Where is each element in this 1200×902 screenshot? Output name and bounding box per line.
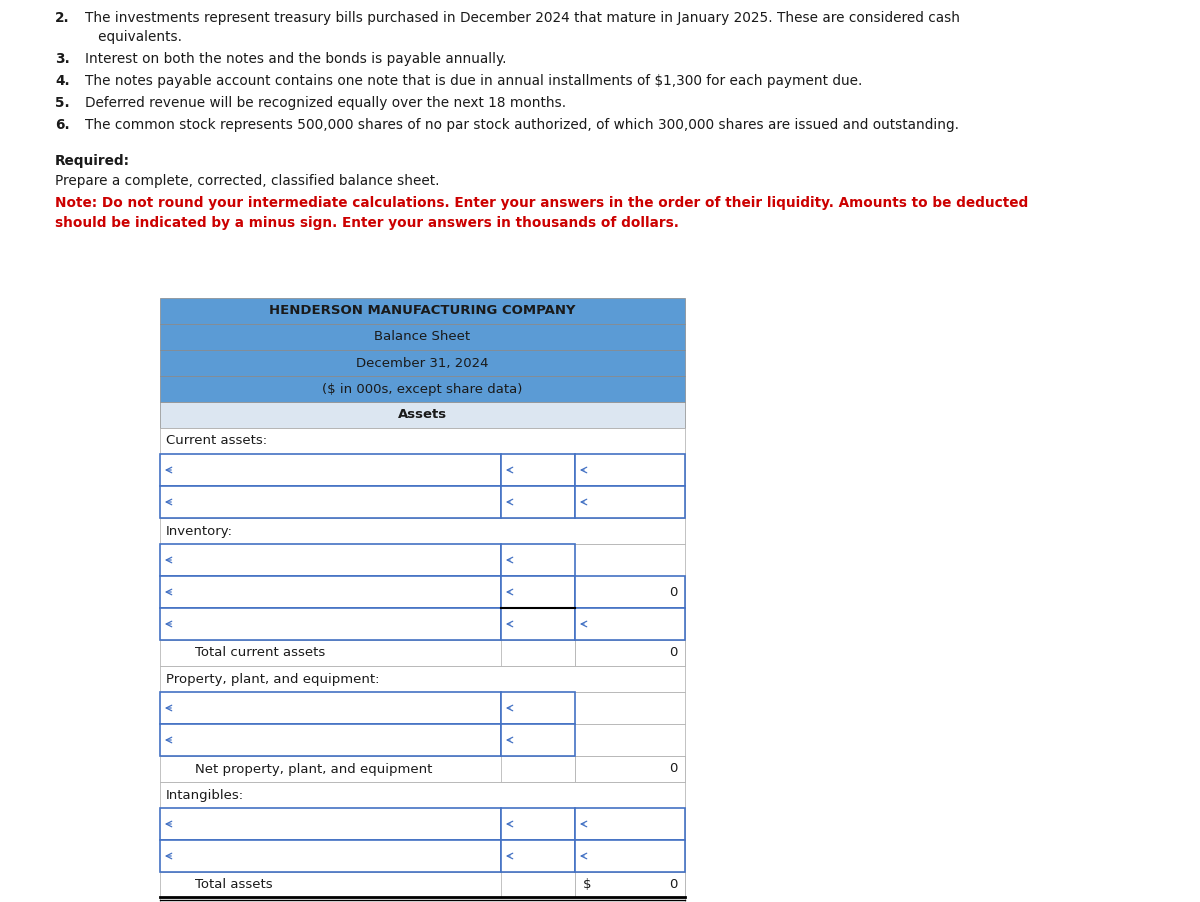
Text: equivalents.: equivalents. bbox=[85, 30, 182, 44]
Bar bbox=[160, 808, 685, 840]
Bar bbox=[160, 692, 685, 724]
Text: The common stock represents 500,000 shares of no par stock authorized, of which : The common stock represents 500,000 shar… bbox=[85, 118, 959, 132]
Bar bbox=[160, 808, 502, 840]
Bar bbox=[575, 486, 685, 518]
Text: $: $ bbox=[583, 879, 592, 891]
Bar bbox=[160, 692, 502, 724]
Text: 2.: 2. bbox=[55, 11, 70, 25]
Bar bbox=[502, 608, 575, 640]
Bar bbox=[160, 898, 685, 902]
Text: Prepare a complete, corrected, classified balance sheet.: Prepare a complete, corrected, classifie… bbox=[55, 174, 439, 188]
Bar bbox=[575, 872, 685, 898]
Text: Property, plant, and equipment:: Property, plant, and equipment: bbox=[166, 673, 379, 686]
Text: Intangibles:: Intangibles: bbox=[166, 788, 244, 802]
Bar bbox=[160, 576, 685, 608]
Bar bbox=[160, 756, 685, 782]
Bar bbox=[160, 640, 685, 666]
Text: HENDERSON MANUFACTURING COMPANY: HENDERSON MANUFACTURING COMPANY bbox=[269, 305, 576, 318]
Text: 0: 0 bbox=[668, 879, 677, 891]
Text: Inventory:: Inventory: bbox=[166, 524, 233, 538]
Bar bbox=[160, 576, 502, 608]
Text: The investments represent treasury bills purchased in December 2024 that mature : The investments represent treasury bills… bbox=[85, 11, 960, 25]
Text: Net property, plant, and equipment: Net property, plant, and equipment bbox=[194, 762, 432, 776]
Bar bbox=[160, 324, 685, 350]
Bar bbox=[160, 454, 502, 486]
Text: Current assets:: Current assets: bbox=[166, 435, 268, 447]
Bar bbox=[502, 808, 575, 840]
Bar bbox=[575, 756, 685, 782]
Bar bbox=[502, 872, 575, 898]
Bar bbox=[160, 840, 502, 872]
Text: Total current assets: Total current assets bbox=[194, 647, 325, 659]
Text: 4.: 4. bbox=[55, 74, 70, 88]
Bar bbox=[160, 376, 685, 402]
Bar bbox=[160, 544, 685, 576]
Bar bbox=[160, 872, 685, 898]
Bar bbox=[502, 544, 575, 576]
Bar bbox=[502, 640, 575, 666]
Text: Total assets: Total assets bbox=[194, 879, 272, 891]
Bar bbox=[575, 808, 685, 840]
Bar bbox=[160, 724, 685, 756]
Text: The notes payable account contains one note that is due in annual installments o: The notes payable account contains one n… bbox=[85, 74, 863, 88]
Bar bbox=[160, 544, 502, 576]
Bar bbox=[160, 840, 685, 872]
Bar bbox=[160, 518, 685, 544]
Text: December 31, 2024: December 31, 2024 bbox=[356, 356, 488, 370]
Text: Required:: Required: bbox=[55, 154, 130, 168]
Bar bbox=[160, 486, 685, 518]
Text: should be indicated by a minus sign. Enter your answers in thousands of dollars.: should be indicated by a minus sign. Ent… bbox=[55, 216, 679, 230]
Text: 0: 0 bbox=[668, 585, 677, 599]
Bar bbox=[502, 692, 575, 724]
Bar bbox=[160, 724, 502, 756]
Text: 3.: 3. bbox=[55, 52, 70, 66]
Bar bbox=[160, 298, 685, 324]
Bar bbox=[575, 608, 685, 640]
Bar bbox=[502, 724, 575, 756]
Text: 0: 0 bbox=[668, 762, 677, 776]
Bar bbox=[575, 640, 685, 666]
Text: Assets: Assets bbox=[398, 409, 448, 421]
Bar bbox=[575, 454, 685, 486]
Bar bbox=[502, 756, 575, 782]
Text: 0: 0 bbox=[668, 647, 677, 659]
Bar bbox=[160, 402, 685, 428]
Bar bbox=[160, 666, 685, 692]
Text: ($ in 000s, except share data): ($ in 000s, except share data) bbox=[323, 382, 523, 395]
Text: 6.: 6. bbox=[55, 118, 70, 132]
Text: Interest on both the notes and the bonds is payable annually.: Interest on both the notes and the bonds… bbox=[85, 52, 506, 66]
Bar bbox=[160, 428, 685, 454]
Bar bbox=[160, 454, 685, 486]
Bar bbox=[160, 782, 685, 808]
Bar bbox=[502, 840, 575, 872]
Bar bbox=[160, 350, 685, 376]
Bar bbox=[502, 486, 575, 518]
Bar bbox=[502, 454, 575, 486]
Text: 5.: 5. bbox=[55, 96, 70, 110]
Text: Note: Do not round your intermediate calculations. Enter your answers in the ord: Note: Do not round your intermediate cal… bbox=[55, 196, 1028, 210]
Text: Balance Sheet: Balance Sheet bbox=[374, 330, 470, 344]
Bar bbox=[160, 608, 685, 640]
Bar bbox=[502, 576, 575, 608]
Bar bbox=[575, 576, 685, 608]
Bar bbox=[160, 486, 502, 518]
Text: Deferred revenue will be recognized equally over the next 18 months.: Deferred revenue will be recognized equa… bbox=[85, 96, 566, 110]
Bar bbox=[575, 840, 685, 872]
Bar bbox=[160, 608, 502, 640]
